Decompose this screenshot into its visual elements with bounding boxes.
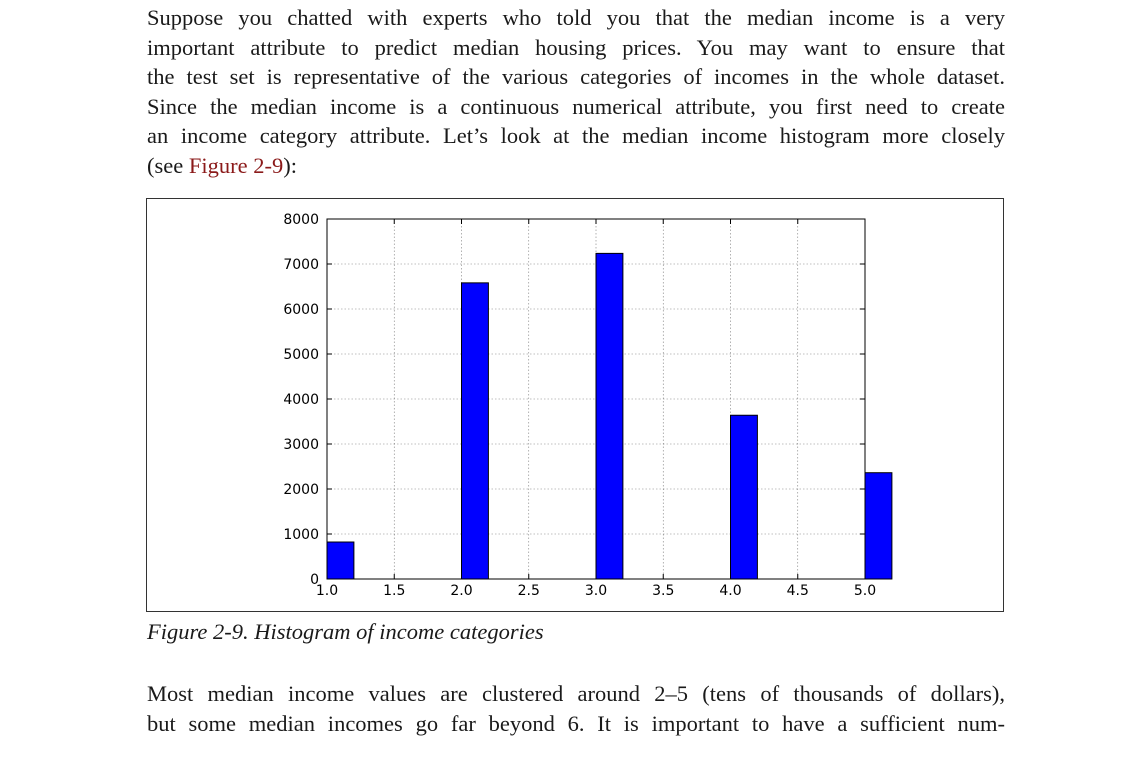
histogram-bar xyxy=(326,541,355,580)
histogram-bar xyxy=(730,414,758,580)
figure-link[interactable]: Figure 2-9 xyxy=(188,152,284,178)
text-line: Since the median income is a continuous … xyxy=(147,93,1005,119)
x-tick-label: 5.0 xyxy=(854,583,876,599)
x-tick-label: 2.0 xyxy=(450,583,472,599)
histogram-bar xyxy=(461,282,489,580)
y-tick-label: 5000 xyxy=(283,347,319,363)
x-tick-label: 2.5 xyxy=(518,583,540,599)
text-line: important attribute to predict median ho… xyxy=(147,34,1005,60)
y-tick-label: 7000 xyxy=(283,257,319,273)
figure-frame: 1.0 1.5 2.0 2.5 3.0 3.5 4.0 4.5 5.0 0 1000 2000 3000… xyxy=(146,198,1004,612)
y-tick-label: 2000 xyxy=(283,482,319,498)
text-fragment: ): xyxy=(283,152,297,178)
histogram-bar xyxy=(595,252,624,580)
text-fragment: (see xyxy=(147,152,189,178)
figure-caption: Figure 2-9. Histogram of income categori… xyxy=(147,619,544,644)
y-tick-label: 6000 xyxy=(283,302,319,318)
text-line: (see Figure 2-9): xyxy=(147,151,1005,181)
x-tick-label: 1.5 xyxy=(383,583,405,599)
x-tick-label: 4.0 xyxy=(719,583,741,599)
x-tick-label: 3.5 xyxy=(652,583,674,599)
y-tick-label: 0 xyxy=(310,572,319,588)
intro-paragraph: Suppose you chatted with experts who tol… xyxy=(147,3,1005,181)
x-tick-label: 1.0 xyxy=(316,583,338,599)
text-line: an income category attribute. Let’s look… xyxy=(147,123,1005,149)
text-line: but some median incomes go far beyond 6.… xyxy=(147,710,1005,736)
x-tick-label: 3.0 xyxy=(585,583,607,599)
histogram-chart: 1.0 1.5 2.0 2.5 3.0 3.5 4.0 4.5 5.0 0 1000 2000 3000… xyxy=(283,212,893,599)
y-tick-label: 3000 xyxy=(283,437,319,453)
text-line: Most median income values are clustered … xyxy=(147,681,1005,706)
y-tick-label: 8000 xyxy=(283,212,319,228)
y-tick-label: 1000 xyxy=(283,527,319,543)
text-line: Suppose you chatted with experts who tol… xyxy=(147,5,1005,30)
y-tick-label: 4000 xyxy=(283,392,319,408)
histogram-bar xyxy=(864,472,893,580)
text-line: the test set is representative of the va… xyxy=(147,64,1005,90)
x-tick-label: 4.5 xyxy=(787,583,809,599)
outro-paragraph: Most median income values are clustered … xyxy=(147,679,1005,738)
